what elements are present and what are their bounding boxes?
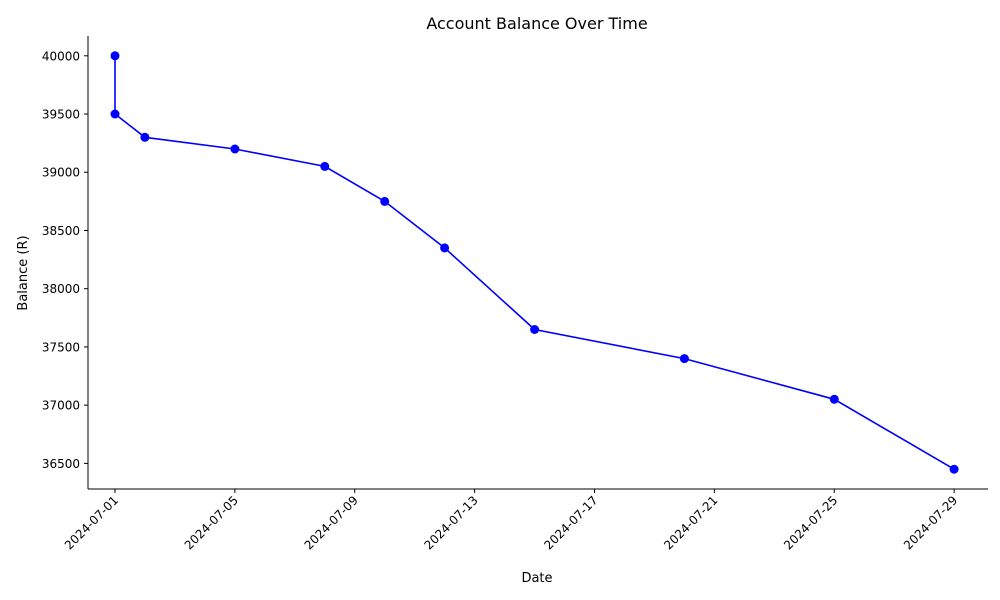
x-tick-label: 2024-07-13 xyxy=(422,493,481,552)
x-tick-label: 2024-07-25 xyxy=(781,493,840,552)
x-tick-label: 2024-07-17 xyxy=(541,493,600,552)
x-tick-label: 2024-07-29 xyxy=(901,493,960,552)
data-point xyxy=(530,325,540,334)
y-tick-label: 38000 xyxy=(42,282,80,296)
x-tick-label: 2024-07-21 xyxy=(661,493,720,552)
data-point xyxy=(380,196,390,206)
x-axis-label: Date xyxy=(521,571,552,586)
data-point xyxy=(230,144,240,154)
series-line xyxy=(114,55,955,470)
x-tick-label: 2024-07-01 xyxy=(62,493,121,552)
y-tick-label: 39500 xyxy=(42,108,80,122)
y-axis-label: Balance (R) xyxy=(16,235,31,310)
y-tick-label: 38500 xyxy=(42,224,80,238)
data-point xyxy=(949,464,959,474)
data-point xyxy=(440,243,450,253)
data-point xyxy=(140,132,150,142)
y-tick-label: 37500 xyxy=(42,340,80,354)
y-tick-label: 36500 xyxy=(42,457,80,471)
y-tick-label: 40000 xyxy=(42,49,80,63)
chart-title: Account Balance Over Time xyxy=(426,14,647,33)
x-tick-label: 2024-07-09 xyxy=(302,493,361,552)
y-tick-label: 37000 xyxy=(42,399,80,413)
y-tick-label: 39000 xyxy=(42,166,80,180)
data-point xyxy=(110,51,120,61)
plot-area: 36500 37000 37500 38000 38500 39000 39500 40000… xyxy=(42,36,988,552)
data-point xyxy=(829,394,839,404)
data-point xyxy=(320,161,330,171)
data-point xyxy=(679,354,689,364)
data-point xyxy=(110,109,120,119)
x-tick-label: 2024-07-05 xyxy=(182,493,241,552)
